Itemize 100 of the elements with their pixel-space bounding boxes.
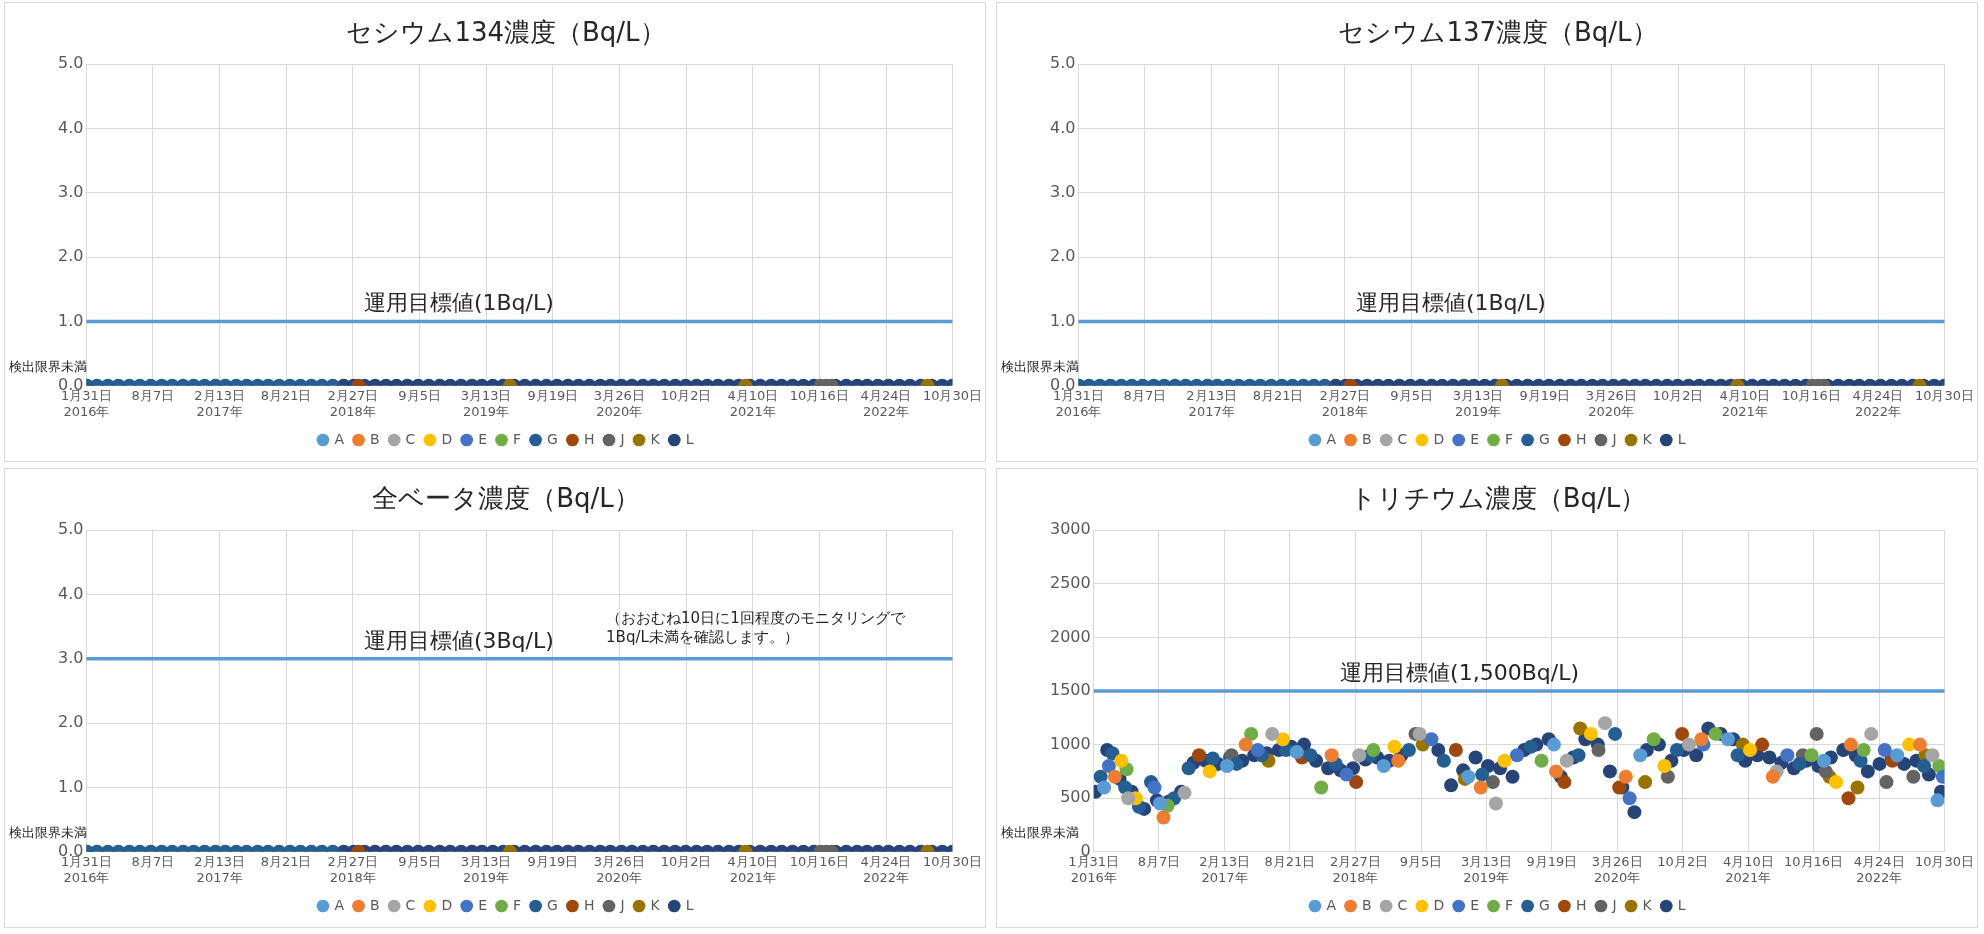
legend-label: G	[1539, 430, 1550, 447]
x-tick-label: 10月2日	[660, 853, 712, 869]
x-tick-label: 10月2日	[660, 387, 712, 403]
legend-label: D	[441, 430, 453, 447]
x-tick-label: 8月7日	[1137, 853, 1181, 869]
ref-line-label: 運用目標値(1Bq/L)	[363, 290, 554, 316]
x-tick-label: 8月21日	[260, 853, 312, 869]
ref-line-label: 運用目標値(1Bq/L)	[1355, 290, 1546, 316]
legend-label: A	[1326, 430, 1337, 447]
legend-label: K	[1642, 896, 1653, 913]
y-tick-label: 1.0	[57, 310, 84, 330]
y-tick-label: 1000	[1050, 733, 1091, 753]
ref-line-label: 運用目標値(3Bq/L)	[363, 627, 554, 653]
x-tick-label: 4月10日 2021年	[727, 387, 779, 419]
legend-label: H	[583, 430, 595, 447]
annotation: 検出限界未満	[9, 824, 87, 840]
x-tick-label: 4月10日 2021年	[727, 853, 779, 885]
legend-label: A	[1326, 896, 1337, 913]
legend-label: A	[334, 896, 345, 913]
x-tick-label: 8月21日	[1264, 853, 1316, 869]
legend-label: B	[370, 430, 380, 447]
legend-label: D	[441, 896, 453, 913]
x-tick-label: 2月13日 2017年	[194, 387, 246, 419]
x-tick-label: 10月2日	[1652, 387, 1704, 403]
x-tick-label: 10月30日	[922, 387, 982, 403]
x-tick-label: 10月30日	[922, 853, 982, 869]
legend-label: E	[478, 430, 488, 447]
y-tick-label: 2.0	[57, 712, 84, 732]
legend-label: F	[1505, 430, 1514, 447]
legend-label: H	[583, 896, 595, 913]
x-tick-label: 9月19日	[527, 387, 579, 403]
legend-label: F	[513, 896, 522, 913]
legend-label: D	[1433, 896, 1445, 913]
x-tick-label: 8月7日	[1123, 387, 1167, 403]
x-tick-label: 2月27日 2018年	[327, 387, 379, 419]
x-tick-label: 8月7日	[131, 387, 175, 403]
x-tick-label: 10月2日	[1657, 853, 1709, 869]
x-tick-label: 8月21日	[1252, 387, 1304, 403]
legend-label: B	[370, 896, 380, 913]
y-tick-label: 3.0	[1049, 182, 1076, 201]
x-tick-label: 4月24日 2022年	[860, 853, 912, 885]
x-tick-label: 10月30日	[1914, 387, 1974, 403]
x-tick-label: 2月27日 2018年	[1330, 853, 1381, 885]
y-tick-label: 3.0	[57, 182, 84, 201]
x-tick-label: 3月26日 2020年	[593, 387, 645, 419]
x-tick-label: 9月19日	[1526, 853, 1578, 869]
y-tick-label: 5.0	[57, 519, 84, 539]
x-tick-label: 9月19日	[527, 853, 579, 869]
legend-label: K	[650, 896, 661, 913]
legend-label: J	[1611, 896, 1617, 913]
legend-label: G	[1539, 896, 1550, 913]
legend-label: C	[405, 896, 416, 913]
annotation: 検出限界未満	[9, 358, 87, 374]
x-tick-label: 3月26日 2020年	[1585, 387, 1637, 419]
y-tick-label: 2500	[1050, 572, 1091, 592]
legend-label: L	[1677, 430, 1686, 447]
x-tick-label: 4月24日 2022年	[860, 387, 912, 419]
y-tick-label: 1500	[1050, 680, 1091, 700]
x-tick-label: 2月27日 2018年	[1319, 387, 1371, 419]
x-tick-label: 10月30日	[1914, 853, 1974, 869]
x-tick-label: 4月10日 2021年	[1722, 853, 1774, 885]
x-tick-label: 8月7日	[131, 853, 175, 869]
y-tick-label: 3.0	[57, 648, 84, 667]
legend-label: G	[547, 896, 558, 913]
x-tick-label: 3月26日 2020年	[593, 853, 645, 885]
y-tick-label: 2000	[1050, 626, 1091, 646]
y-tick-label: 2.0	[1049, 246, 1076, 266]
x-tick-label: 9月5日	[398, 853, 441, 869]
legend-label: B	[1362, 896, 1372, 913]
x-tick-label: 3月13日 2019年	[1452, 387, 1504, 419]
x-tick-label: 9月5日	[1390, 387, 1433, 403]
x-tick-label: 3月13日 2019年	[460, 387, 512, 419]
legend-label: C	[1397, 896, 1408, 913]
x-tick-label: 3月26日 2020年	[1591, 853, 1643, 885]
x-tick-label: 10月16日	[1781, 387, 1841, 403]
y-tick-label: 2.0	[57, 246, 84, 266]
x-tick-label: 2月27日 2018年	[327, 853, 379, 885]
legend-label: J	[1611, 430, 1617, 447]
legend-label: B	[1362, 430, 1372, 447]
chart-title: セシウム137濃度（Bq/L）	[1338, 17, 1658, 48]
legend-label: F	[513, 430, 522, 447]
legend-label: H	[1575, 430, 1587, 447]
x-tick-label: 10月16日	[1784, 853, 1844, 869]
y-tick-label: 500	[1060, 787, 1091, 807]
legend-label: H	[1575, 896, 1587, 913]
annotation: 検出限界未満	[1001, 358, 1079, 374]
x-tick-label: 10月16日	[789, 853, 849, 869]
x-tick-label: 2月13日 2017年	[194, 853, 246, 885]
y-tick-label: 4.0	[57, 583, 84, 603]
x-tick-label: 9月5日	[398, 387, 441, 403]
y-tick-label: 1.0	[57, 776, 84, 796]
x-tick-label: 4月24日 2022年	[1852, 387, 1904, 419]
x-tick-label: 8月21日	[260, 387, 312, 403]
x-tick-label: 9月5日	[1399, 853, 1443, 869]
legend-label: L	[1677, 896, 1686, 913]
y-tick-label: 3000	[1050, 519, 1091, 539]
legend-label: E	[1470, 896, 1480, 913]
y-tick-label: 5.0	[57, 53, 84, 73]
legend-label: K	[650, 430, 661, 447]
chart-title: セシウム134濃度（Bq/L）	[346, 17, 666, 48]
